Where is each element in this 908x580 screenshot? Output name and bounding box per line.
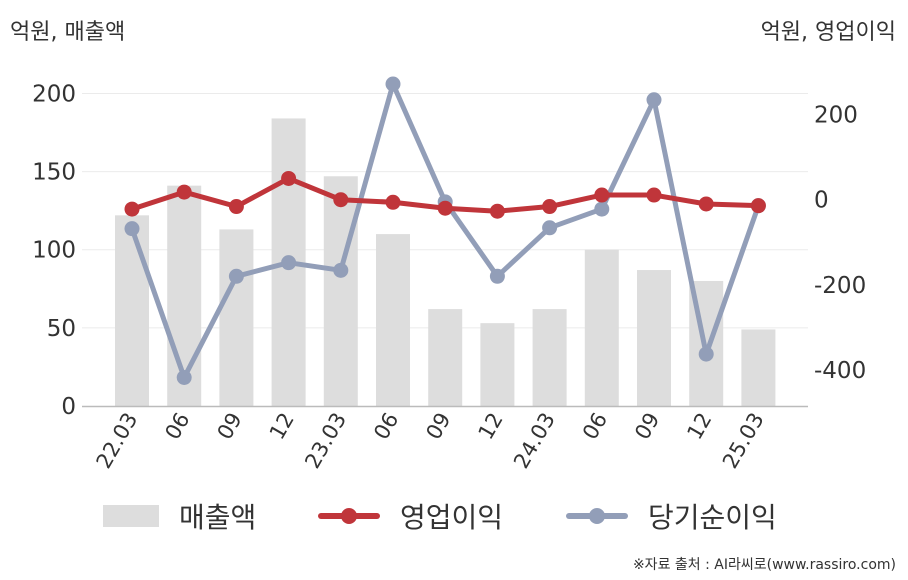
operating-profit-point — [542, 199, 558, 215]
operating-profit-point — [698, 196, 714, 212]
x-tick-label: 09 — [421, 409, 455, 444]
x-tick-label: 12 — [682, 409, 716, 444]
sales-bars — [115, 118, 776, 407]
legend-label-net-income: 당기순이익 — [648, 501, 777, 534]
left-axis: 0 50 100 150 200 — [32, 81, 76, 420]
x-tick-label: 06 — [578, 409, 612, 444]
x-tick-label: 09 — [630, 409, 664, 444]
left-tick-label: 100 — [32, 238, 76, 264]
net-income-point — [333, 262, 349, 278]
operating-profit-point — [124, 201, 140, 217]
net-income-point — [646, 92, 662, 108]
legend-item-sales: 매출액 — [103, 494, 256, 538]
right-tick-label: -200 — [814, 273, 866, 299]
net-income-point — [594, 201, 610, 217]
right-tick-label: -400 — [814, 358, 866, 384]
net-income-point — [176, 370, 192, 386]
sales-bar — [428, 309, 463, 406]
x-tick-label: 06 — [160, 409, 194, 444]
profit-lines — [124, 76, 766, 386]
operating-profit-point — [489, 203, 505, 219]
operating-profit-point — [176, 184, 192, 200]
legend-label-sales: 매출액 — [179, 501, 257, 534]
net-income-point — [124, 221, 140, 237]
operating-profit-point — [646, 187, 662, 203]
x-tick-label: 06 — [369, 409, 403, 444]
x-tick-label: 12 — [265, 409, 299, 444]
sales-bar — [741, 329, 776, 406]
x-tick-label: 12 — [474, 409, 508, 444]
operating-profit-point — [437, 200, 453, 216]
operating-profit-point — [385, 194, 401, 210]
sales-bar — [376, 234, 410, 406]
right-tick-label: 0 — [814, 188, 829, 214]
operating-profit-point — [750, 198, 766, 214]
left-tick-label: 150 — [32, 160, 76, 186]
x-tick-label: 23.03 — [300, 409, 351, 473]
sales-bar — [584, 249, 619, 406]
sales-bar — [323, 176, 358, 406]
legend: 매출액 영업이익 당기순이익 — [0, 494, 908, 538]
sales-bar — [637, 270, 671, 406]
sales-bar — [532, 309, 567, 406]
net-income-point — [385, 76, 401, 92]
left-tick-label: 50 — [47, 316, 76, 342]
right-axis: -400 -200 0 200 — [814, 103, 866, 384]
sales-bar — [219, 229, 254, 406]
legend-label-operating-profit: 영업이익 — [400, 501, 504, 534]
x-tick-label: 25.03 — [718, 409, 769, 473]
sales-bar — [115, 215, 149, 406]
legend-swatch-net-income — [566, 505, 628, 527]
legend-item-operating-profit: 영업이익 — [318, 494, 503, 538]
net-income-point — [228, 268, 244, 284]
x-tick-label: 24.03 — [509, 409, 560, 473]
operating-profit-point — [228, 199, 244, 215]
sales-bar — [480, 323, 515, 406]
left-axis-unit: 억원, 매출액 — [10, 20, 126, 45]
x-tick-label: 22.03 — [91, 409, 142, 473]
left-tick-label: 200 — [32, 81, 76, 107]
operating-profit-point — [333, 192, 349, 208]
legend-swatch-sales — [103, 505, 159, 527]
net-income-point — [698, 346, 714, 362]
left-tick-label: 0 — [61, 394, 76, 420]
right-axis-unit: 억원, 영업이익 — [760, 20, 896, 45]
operating-profit-point — [281, 170, 297, 186]
net-income-point — [489, 268, 505, 284]
legend-swatch-operating-profit — [318, 505, 380, 527]
sales-bar — [167, 185, 202, 406]
source-credit: ※자료 출처 : AI라씨로(www.rassiro.com) — [632, 557, 896, 573]
x-axis: 22.03 06 09 12 23.03 06 09 12 24.03 06 09 12 25.03 — [82, 405, 808, 473]
right-tick-label: 200 — [814, 103, 858, 129]
net-income-point — [542, 220, 558, 236]
x-tick-label: 09 — [213, 409, 247, 444]
operating-profit-point — [594, 187, 610, 203]
legend-item-net-income: 당기순이익 — [566, 494, 777, 538]
net-income-point — [281, 255, 297, 271]
